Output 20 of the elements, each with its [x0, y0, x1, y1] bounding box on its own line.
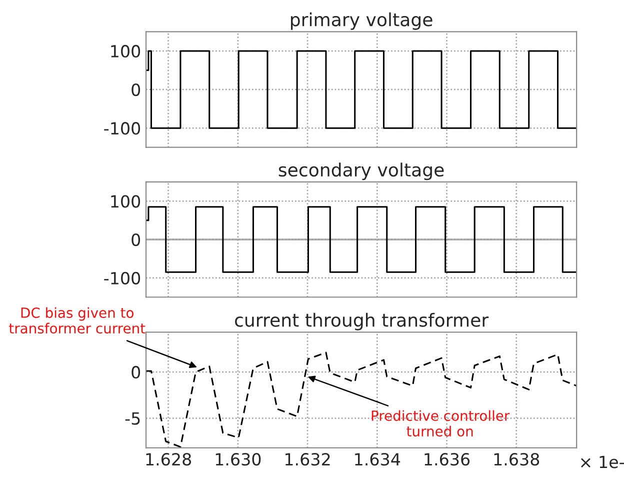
annotation: DC bias given to transformer current — [9, 307, 146, 334]
x-tick-label: 1.632 — [285, 452, 330, 466]
y-tick-label: 0 — [132, 233, 140, 246]
x-tick-label: 1.636 — [424, 452, 470, 466]
x-tick-label: 1.630 — [216, 452, 261, 466]
y-tick-label: -100 — [104, 272, 140, 284]
x-tick-label: 1.628 — [146, 452, 192, 466]
y-tick-label: -5 — [125, 412, 140, 425]
y-tick-label: 0 — [132, 83, 140, 96]
y-tick-label: 100 — [111, 44, 140, 58]
x-tick-label: 1.634 — [355, 452, 400, 466]
x-tick-label: 1.638 — [494, 452, 540, 466]
y-tick-label: 0 — [132, 366, 140, 379]
y-tick-label: -100 — [104, 122, 140, 135]
chart-title: secondary voltage — [278, 162, 444, 180]
chart-title: current through transformer — [235, 312, 489, 330]
x-axis-title: × 1e- — [581, 456, 624, 468]
annotation: Predictive controller turned on — [372, 410, 510, 437]
y-tick-label: 100 — [111, 195, 140, 208]
chart-title: primary voltage — [291, 12, 432, 30]
